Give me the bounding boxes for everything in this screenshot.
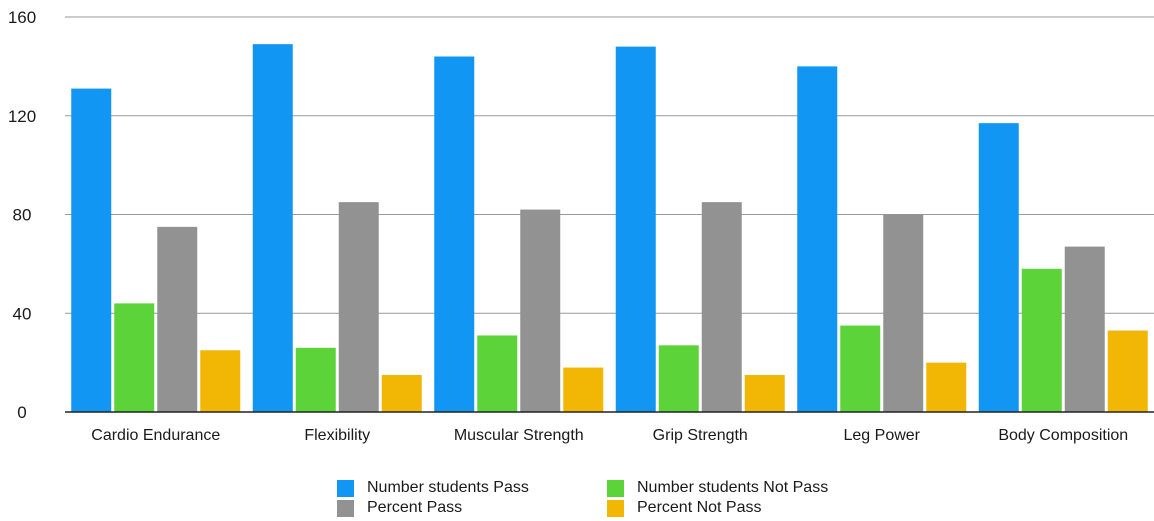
bar-percent-pass [883,214,924,412]
x-category-label: Muscular Strength [454,427,584,444]
bar-not-pass [1021,268,1062,412]
bar-not-pass [840,325,881,412]
bar-percent-not-pass [563,367,604,412]
bar-percent-pass [1064,246,1105,412]
y-tick-label: 160 [8,8,36,27]
y-tick-label: 40 [13,304,32,323]
x-category-label: Leg Power [844,427,921,444]
legend-swatch-percent-pass [337,499,354,517]
x-category-label: Cardio Endurance [91,427,220,444]
bar-percent-not-pass [1107,330,1148,412]
legend-label-percent-not-pass: Percent Not Pass [637,499,762,516]
bar-pass [797,66,838,412]
y-axis-ticks: 0 40 80 120 160 [8,8,36,422]
y-tick-label: 0 [17,403,26,422]
bar-percent-pass [157,226,198,412]
bar-pass [978,123,1019,412]
bars [71,44,1148,412]
x-category-label: Body Composition [998,427,1128,444]
y-tick-label: 80 [13,206,32,225]
y-tick-label: 120 [8,107,36,126]
bar-percent-not-pass [200,350,241,412]
bar-chart: 0 40 80 120 160 Cardio Endurance Flexibility M… [8,8,1154,444]
bar-pass [252,44,293,412]
bar-not-pass [295,347,336,412]
legend-item-percent-not-pass: Percent Not Pass [607,498,762,518]
legend-label-percent-pass: Percent Pass [367,499,463,516]
legend-label-pass: Number students Pass [367,479,529,496]
legend-swatch-pass [337,479,354,497]
legend-item-percent-pass: Percent Pass [337,498,462,518]
bar-pass [615,46,656,412]
x-category-label: Grip Strength [653,427,748,444]
gridlines [65,16,1154,314]
bar-not-pass [477,335,518,412]
x-category-label: Flexibility [304,427,370,444]
bar-pass [71,88,112,412]
legend: Number students Pass Number students Not… [337,478,897,518]
bar-not-pass [114,303,155,412]
bar-percent-not-pass [381,374,422,412]
legend-item-pass: Number students Pass [337,478,529,498]
bar-not-pass [658,345,699,412]
legend-label-not-pass: Number students Not Pass [637,479,829,496]
x-axis-categories: Cardio Endurance Flexibility Muscular Stre… [91,427,1128,444]
legend-item-not-pass: Number students Not Pass [607,478,828,498]
bar-pass [434,56,475,412]
bar-percent-not-pass [744,374,785,412]
legend-swatch-percent-not-pass [607,499,624,517]
bar-percent-pass [701,202,742,412]
bar-percent-not-pass [926,362,967,412]
bar-percent-pass [520,209,561,412]
legend-swatch-not-pass [607,479,624,497]
bar-percent-pass [338,202,379,412]
